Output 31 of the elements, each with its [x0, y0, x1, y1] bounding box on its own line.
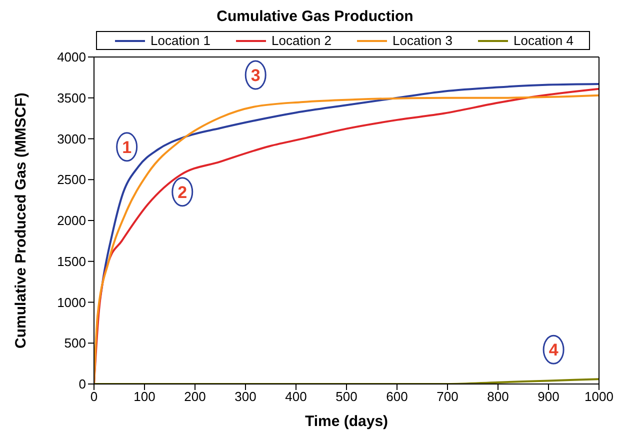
x-tick-label: 600 [386, 389, 408, 404]
legend-label: Location 4 [514, 33, 574, 48]
legend-label: Location 3 [392, 33, 452, 48]
annotation: 2 [178, 182, 188, 202]
y-tick-label: 2500 [57, 172, 86, 188]
x-axis-title: Time (days) [304, 413, 388, 430]
y-tick-label: 1500 [57, 254, 86, 269]
y-tick-label: 0 [78, 376, 86, 392]
y-tick-label: 3000 [57, 131, 86, 146]
annotation: 1 [122, 138, 132, 157]
x-tick-label: 700 [436, 389, 458, 404]
y-tick-label: 2000 [57, 213, 86, 228]
annotation: 3 [250, 66, 260, 85]
x-tick-label: 900 [538, 389, 560, 404]
legend-label: Location 2 [272, 33, 332, 48]
y-tick-label: 3500 [57, 90, 86, 106]
x-tick-label: 500 [336, 389, 358, 404]
annotation: 4 [548, 340, 559, 360]
x-tick-label: 300 [234, 389, 256, 404]
x-tick-label: 100 [134, 389, 156, 404]
x-tick-label: 1000 [584, 389, 614, 404]
y-tick-label: 500 [64, 336, 86, 351]
chart-title: Cumulative Gas Production [216, 8, 414, 25]
legend-label: Location 1 [150, 33, 210, 48]
x-tick-label: 0 [90, 389, 98, 404]
x-tick-label: 200 [184, 389, 206, 404]
x-tick-label: 400 [285, 389, 307, 404]
y-axis-title: Cumulative Produced Gas (MMSCF) [12, 92, 30, 348]
x-tick-label: 800 [487, 389, 509, 404]
y-tick-label: 1000 [57, 294, 86, 310]
y-tick-label: 4000 [57, 50, 86, 65]
